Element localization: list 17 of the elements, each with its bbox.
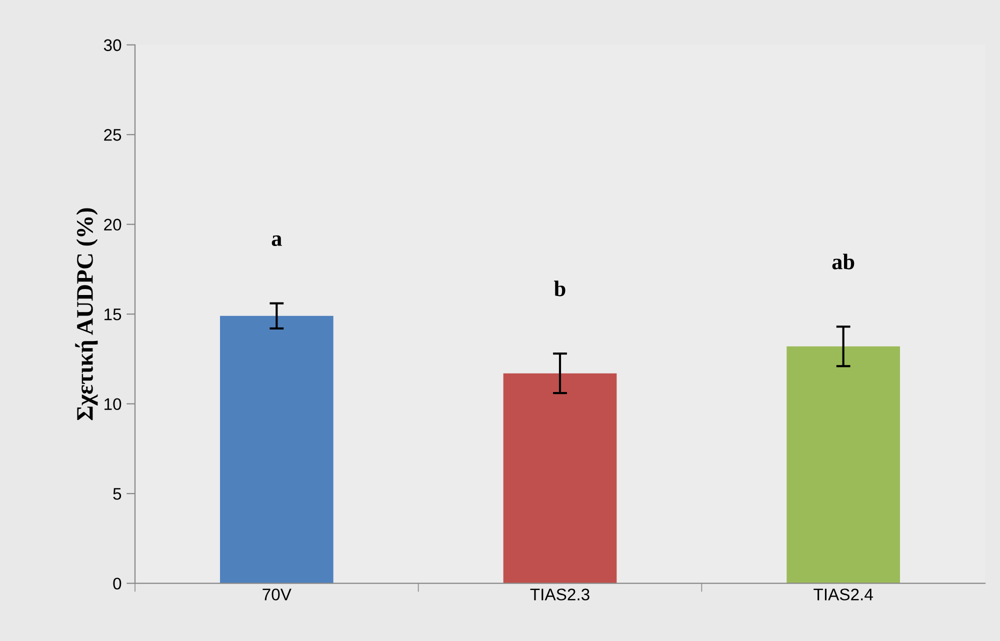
y-tick-label: 15 xyxy=(104,308,122,320)
annotation: a xyxy=(272,235,282,246)
x-tick-label: 70V xyxy=(262,588,292,600)
bar xyxy=(220,316,334,584)
y-tick-label: 10 xyxy=(104,398,122,410)
bar xyxy=(786,346,900,584)
y-axis-title: Σχετική AUDPC (%) xyxy=(75,208,98,420)
annotation: ab xyxy=(832,254,854,270)
y-tick-label: 25 xyxy=(104,129,122,141)
x-tick-label: TIAS2.3 xyxy=(530,588,590,600)
annotation: b xyxy=(554,280,566,296)
y-tick-label: 30 xyxy=(104,39,122,52)
y-tick-label: 20 xyxy=(104,218,122,231)
y-tick-label: 5 xyxy=(113,488,122,500)
x-tick-label: TIAS2.4 xyxy=(814,588,873,600)
bar xyxy=(503,373,617,584)
y-tick-label: 0 xyxy=(113,578,122,590)
